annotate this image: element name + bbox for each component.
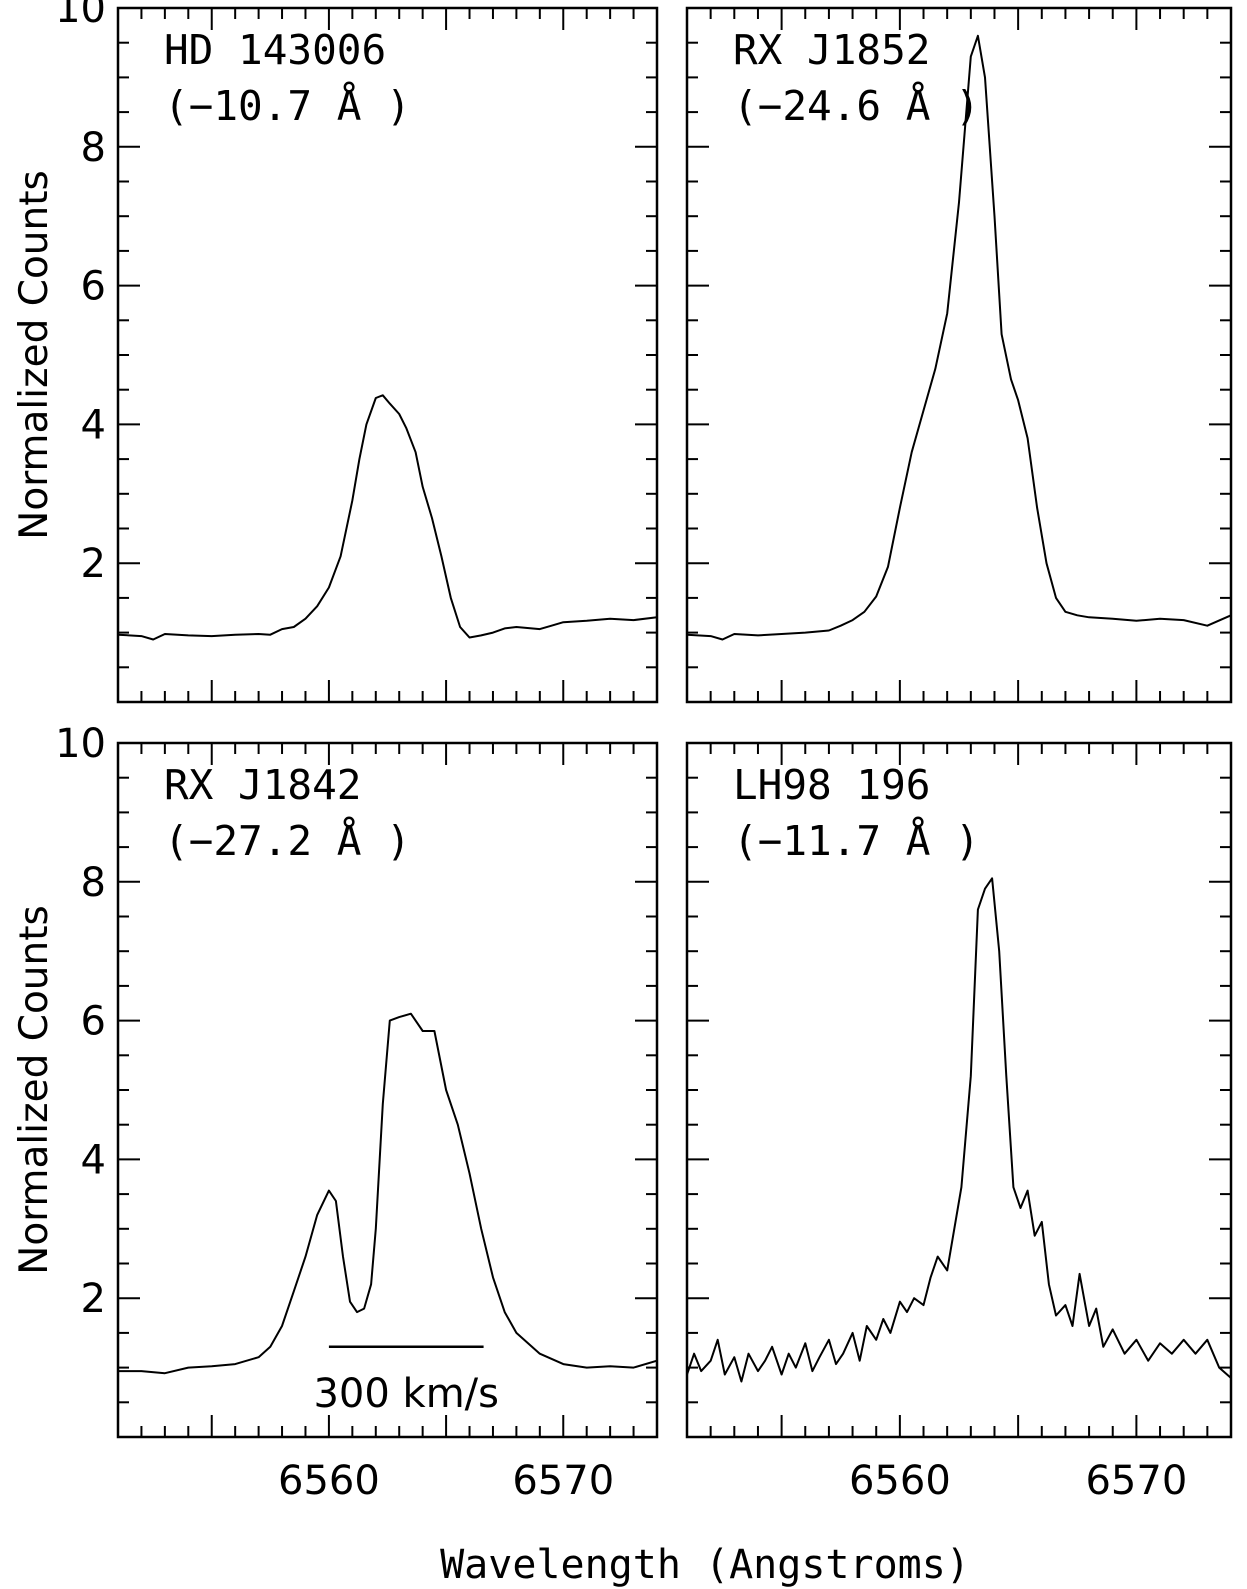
y-tick-label: 10 (55, 0, 106, 32)
x-tick-label: 6560 (849, 1458, 951, 1504)
panel-bottom-right: 6560 6570 LH98 196 (−11.7 Å ) (685, 741, 1233, 1504)
panel-bottom-left: 2 4 6 8 10 6560 6570 Normalized Counts RX J1842 (… (12, 721, 659, 1504)
spectrum-line (686, 877, 1232, 1383)
spectrum-line (686, 34, 1232, 641)
panel-object-label: RX J1852 (733, 26, 930, 74)
panel-top-left: 2 4 6 8 10 Normalized Counts HD 143006 (−10.7 Å… (12, 0, 659, 704)
y-tick-label: 10 (55, 721, 106, 767)
spectrum-line (118, 1012, 658, 1375)
y-tick-label: 6 (81, 999, 106, 1045)
y-tick-label: 4 (81, 1137, 106, 1183)
y-tick-label: 8 (81, 125, 106, 171)
panel-object-label: HD 143006 (164, 26, 386, 74)
x-tick-label: 6570 (512, 1458, 614, 1504)
panel-equivalent-width: (−11.7 Å ) (733, 817, 980, 865)
panel-object-label: RX J1842 (164, 761, 361, 809)
panel-equivalent-width: (−24.6 Å ) (733, 82, 980, 130)
y-tick-label: 8 (81, 860, 106, 906)
x-axis-label: Wavelength (Angstroms) (440, 1542, 970, 1588)
y-axis-label: Normalized Counts (12, 170, 57, 540)
x-tick-label: 6560 (278, 1458, 380, 1504)
y-tick-label: 2 (81, 541, 106, 587)
scale-bar-label: 300 km/s (313, 1371, 499, 1417)
panel-equivalent-width: (−27.2 Å ) (164, 817, 411, 865)
spectrum-line (117, 394, 658, 641)
panel-top-right: RX J1852 (−24.6 Å ) (685, 6, 1233, 704)
panel-equivalent-width: (−10.7 Å ) (164, 82, 411, 130)
y-tick-label: 2 (81, 1276, 106, 1322)
y-axis-label: Normalized Counts (12, 905, 57, 1275)
panels: 2 4 6 8 10 Normalized Counts HD 143006 (−10.7 Å… (12, 0, 1233, 1504)
panel-object-label: LH98 196 (733, 761, 930, 809)
y-tick-label: 6 (81, 264, 106, 310)
x-tick-label: 6570 (1085, 1458, 1187, 1504)
y-tick-label: 4 (81, 402, 106, 448)
